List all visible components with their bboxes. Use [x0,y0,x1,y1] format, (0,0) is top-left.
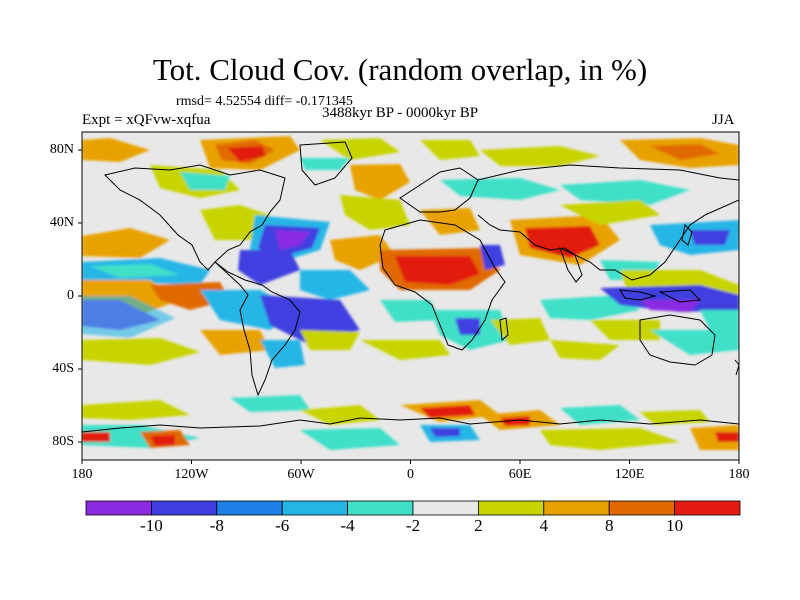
colorbar-tick-label: 10 [666,516,684,535]
colorbar-swatch [216,500,283,516]
colorbar-swatch [85,500,152,516]
colorbar-swatch [412,500,479,516]
colorbar-tick-label: 2 [474,516,483,535]
x-tick-label: 0 [407,467,414,482]
colorbar-swatch [477,500,545,516]
colorbar [85,500,741,516]
y-tick-label: 0 [67,288,74,303]
y-tick-label: 40S [52,361,74,376]
map-title: Tot. Cloud Cov. (random overlap, in %) [152,52,648,87]
y-tick-label: 80N [49,142,74,157]
x-tick-label: 60E [508,467,532,482]
colorbar-swatch [150,500,218,516]
colorbar-tick-label: -4 [340,516,355,535]
colorbar-tick-label: -2 [405,516,421,535]
x-tick-label: 180 [71,467,93,482]
experiment-label: Expt = xQFvw-xqfua [82,112,211,128]
y-tick-label: 40N [49,215,74,230]
x-tick-label: 60W [287,467,315,482]
anomaly-field [82,132,739,460]
map-ticks [78,149,740,464]
colorbar-swatch [347,500,414,516]
x-tick-label: 120E [614,467,645,482]
y-tick-label: 80S [52,434,74,449]
colorbar-swatch [608,500,676,516]
season-label: JJA [712,112,735,128]
colorbar-swatch [281,500,349,516]
colorbar-tick-label: -8 [209,516,224,535]
colorbar-tick-label: 4 [539,516,549,535]
colorbar-tick-label: -6 [275,516,290,535]
colorbar-tick-label: 8 [604,516,614,535]
x-tick-label: 180 [728,467,750,482]
x-tick-label: 120W [174,467,209,482]
stats-text: rmsd= 4.52554 diff= -0.171345 [176,94,353,109]
colorbar-tick-label: -10 [140,516,163,535]
coastlines [82,141,739,433]
period-text: 3488kyr BP - 0000kyr BP [322,105,479,121]
colorbar-swatch [674,500,741,516]
colorbar-swatch [543,500,610,516]
